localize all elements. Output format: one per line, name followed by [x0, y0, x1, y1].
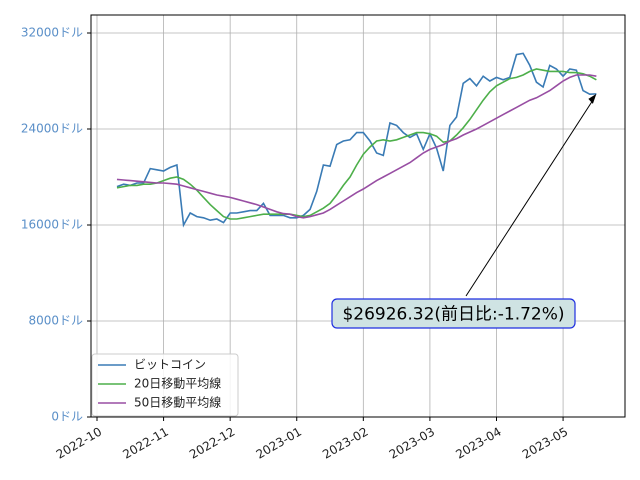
plot-frame: [90, 14, 626, 418]
series-line: [116, 52, 597, 228]
legend-label: 20日移動平均線: [134, 376, 221, 391]
legend-frame: [91, 353, 239, 417]
legend: ビットコイン 20日移動平均線 50日移動平均線: [91, 353, 239, 417]
annotation-layer: $26926.32(前日比:-1.72%): [331, 93, 597, 329]
legend-label: 50日移動平均線: [134, 395, 221, 410]
annotation-arrow: [465, 97, 595, 297]
annotation-text: $26926.32(前日比:-1.72%): [342, 305, 564, 325]
y-tick-label: 32000ドル: [21, 26, 83, 40]
legend-label: ビットコイン: [134, 358, 206, 372]
y-tick-label: 0ドル: [51, 410, 83, 424]
annotation-box: [331, 298, 576, 329]
y-tick-label: 24000ドル: [21, 122, 83, 136]
line-layer: [116, 52, 597, 228]
series-line: [116, 74, 597, 219]
annotation-arrowhead: [588, 93, 597, 104]
y-tick-label: 8000ドル: [28, 314, 83, 328]
y-tick-label: 16000ドル: [21, 218, 83, 232]
